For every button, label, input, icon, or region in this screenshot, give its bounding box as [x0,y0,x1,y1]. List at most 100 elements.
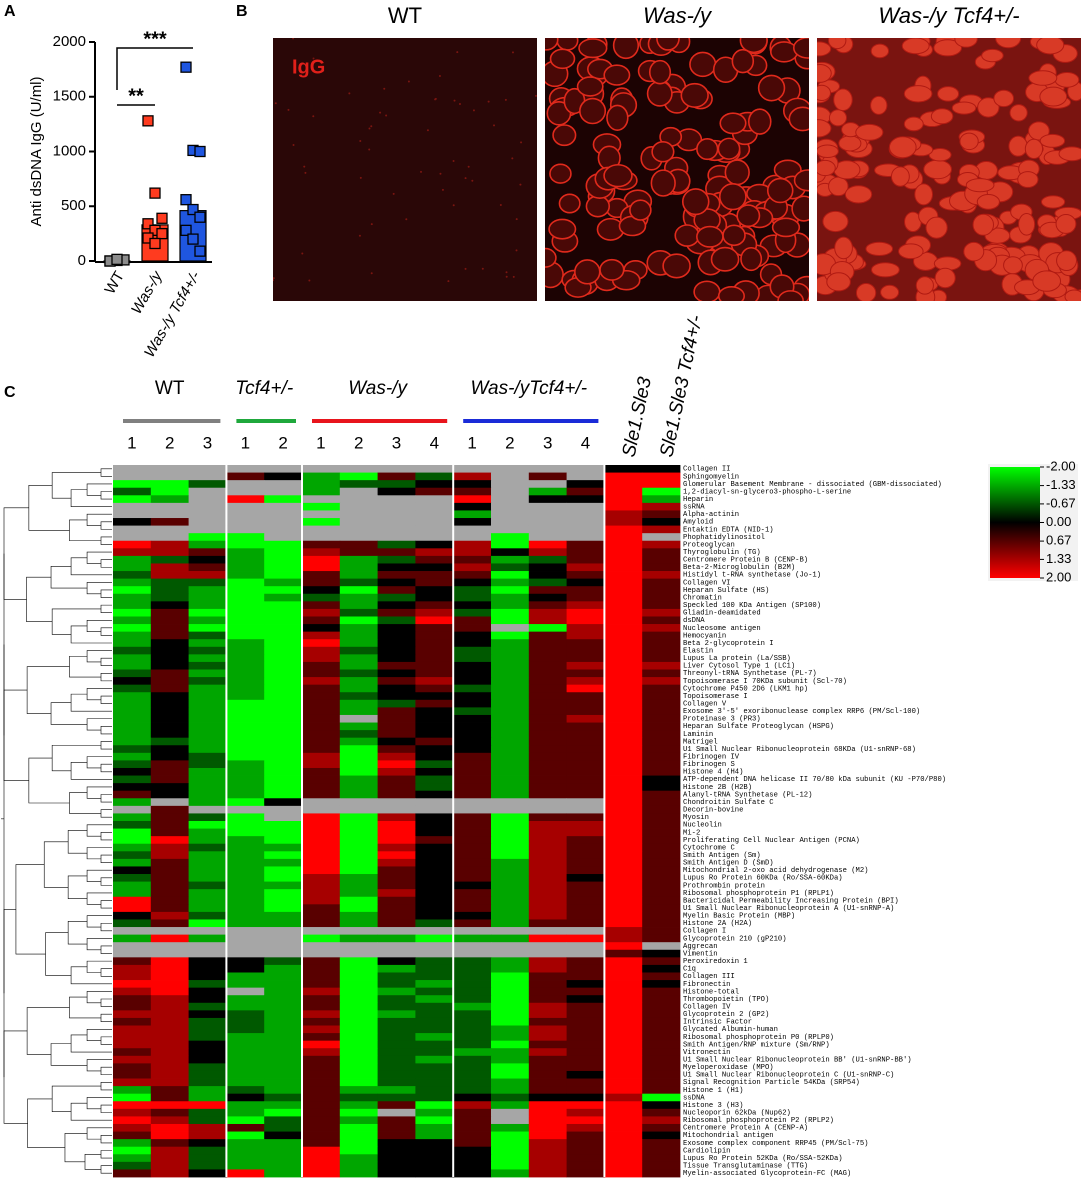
heatmap-cell [226,972,265,981]
heatmap-cell [302,525,341,534]
heatmap-cell [453,942,492,951]
heatmap-cell [566,798,605,807]
heatmap-cell [566,1131,605,1140]
heatmap-cell [226,1161,265,1170]
heatmap-cell [150,699,189,708]
heatmap-cell [377,533,416,542]
heatmap-cell [339,889,378,898]
heatmap-cell [188,1139,227,1148]
heatmap-cell [302,608,341,617]
heatmap-cell [491,1169,530,1178]
heatmap-cell [113,775,152,784]
heatmap-cell [453,1070,492,1079]
heatmap-cell [642,1033,681,1042]
heatmap-cell [113,752,152,761]
heatmap-cell [150,1010,189,1019]
heatmap-cell [415,540,454,549]
heatmap-cell [264,1086,303,1095]
heatmap-cell [188,805,227,814]
cell [487,100,490,103]
heatmap-cell [150,692,189,701]
heatmap-cell [642,1010,681,1019]
heatmap-cell [113,510,152,519]
dendrogram-branch [70,693,112,712]
heatmap-cell [264,942,303,951]
heatmap-cell [339,851,378,860]
heatmap-cell [642,472,681,481]
heatmap-cell [302,767,341,776]
heatmap-cell [188,654,227,663]
cell [937,86,960,102]
cell [870,43,890,59]
heatmap-cell [566,669,605,678]
heatmap-cell [113,767,152,776]
heatmap-cell [377,661,416,670]
heatmap-cell [302,487,341,496]
heatmap-cell [113,783,152,792]
row-label: Histone-total [683,988,739,996]
heatmap-cell [566,699,605,708]
heatmap-cell [339,783,378,792]
heatmap-cell [339,631,378,640]
heatmap-cell [604,987,643,996]
cell [719,112,747,135]
heatmap-cell [453,616,492,625]
heatmap-cell [226,1108,265,1117]
heatmap-cell [150,813,189,822]
heatmap-cell [453,934,492,943]
cell [312,115,315,118]
heatmap-cell [264,866,303,875]
data-point [142,115,154,127]
heatmap-cell [566,1048,605,1057]
heatmap-cell [113,669,152,678]
heatmap-cell [339,661,378,670]
heatmap-cell [226,661,265,670]
row-label: Exosome 3'-5' exoribonuclease complex RR… [683,708,920,716]
heatmap-cell [415,1040,454,1049]
heatmap-cell [150,987,189,996]
heatmap-cell [642,881,681,890]
dendrogram-branch [100,854,112,863]
cell [452,160,455,163]
row-label: Smith Antigen D (SmD) [683,860,774,868]
heatmap-cell [150,858,189,867]
heatmap-cell [226,904,265,913]
heatmap-cell [226,608,265,617]
heatmap-cell [113,472,152,481]
dendrogram-branch [86,513,112,526]
heatmap-cell [339,578,378,587]
heatmap-cell [302,972,341,981]
heatmap-cell [453,737,492,746]
row-label: U1 Small Nuclear Ribonucleoprotein 68KDa… [683,746,916,754]
heatmap-cell [188,911,227,920]
y-tick-label: 1500 [53,88,86,105]
heatmap-cell [377,601,416,610]
heatmap-cell [453,495,492,504]
heatmap-cell [491,1040,530,1049]
heatmap-cell [642,722,681,731]
heatmap-cell [566,518,605,526]
heatmap-cell [339,502,378,511]
heatmap-cell [150,881,189,890]
heatmap-cell [302,889,341,898]
heatmap-cell [150,465,189,473]
dendrogram-branch [50,1043,88,1066]
heatmap-cell [302,692,341,701]
heatmap-cell [339,1131,378,1140]
column-label: 4 [430,433,439,452]
heatmap-cell [188,767,227,776]
heatmap-cell [491,540,530,549]
heatmap-cell [302,1101,341,1110]
heatmap-cell [150,495,189,504]
heatmap-cell [491,555,530,564]
heatmap-cell [415,495,454,504]
heatmap-cell [150,934,189,943]
heatmap-cell [226,737,265,746]
heatmap-cell [113,919,152,928]
heatmap-cell [113,904,152,913]
heatmap-cell [377,949,416,958]
heatmap-cell [377,540,416,549]
heatmap-cell [264,957,303,966]
heatmap-cell [604,821,643,829]
heatmap-cell [226,601,265,610]
